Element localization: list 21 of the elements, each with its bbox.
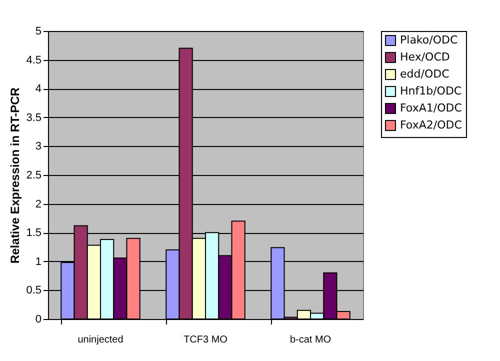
legend-label: Plako/ODC — [400, 34, 458, 46]
y-tick-label: 2.5 — [26, 170, 42, 182]
legend-label: edd/ODC — [400, 68, 450, 80]
y-axis-title: Relative Expression in RT-PCR — [8, 87, 22, 264]
y-tick-label: 1.5 — [26, 227, 42, 240]
y-tick-label: 3 — [35, 140, 42, 153]
x-tick-label: b-cat MO — [290, 334, 332, 346]
y-tick-label: 1 — [35, 256, 42, 268]
y-tick-label: 2 — [35, 198, 42, 210]
x-tick-label: TCF3 MO — [184, 334, 228, 346]
y-tick-label: 4 — [35, 83, 42, 96]
y-tick-label: 5 — [35, 26, 42, 38]
y-tick-label: 4.5 — [26, 54, 42, 66]
legend-label: FoxA2/ODC — [400, 118, 462, 132]
y-tick-label: 0.5 — [26, 284, 42, 297]
legend-label: Hnf1b/ODC — [400, 84, 462, 98]
legend-label: FoxA1/ODC — [400, 102, 462, 114]
y-tick-label: 3.5 — [26, 112, 42, 124]
legend-label: Hex/OCD — [400, 50, 450, 64]
x-tick-label: uninjected — [78, 334, 124, 346]
y-tick-label: 0 — [35, 314, 42, 326]
